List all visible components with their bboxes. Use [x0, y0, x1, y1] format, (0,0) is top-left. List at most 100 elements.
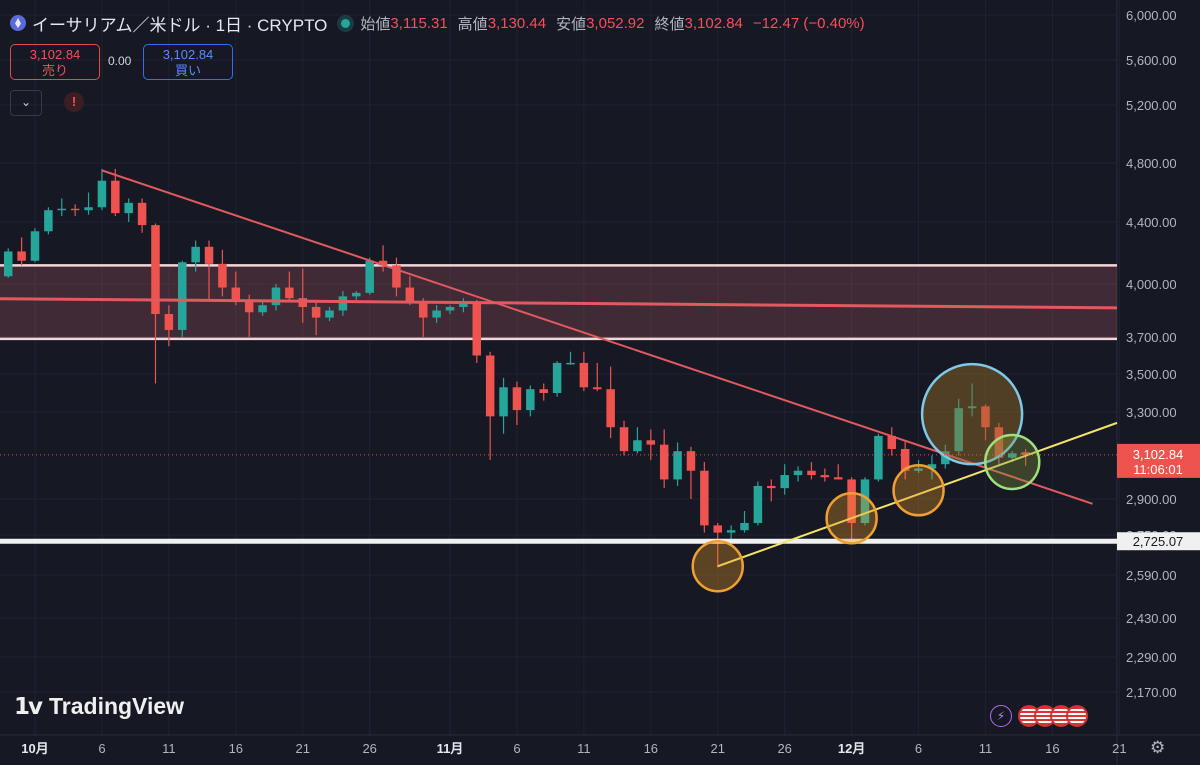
symbol-header: イーサリアム／米ドル · 1日 · CRYPTO 始値 3,115.31 高値 … [10, 8, 875, 38]
buy-price: 3,102.84 [162, 47, 214, 62]
price-tick-label: 5,200.00 [1126, 98, 1177, 113]
candle-body [860, 479, 870, 523]
symbol-title[interactable]: イーサリアム／米ドル · 1日 · CRYPTO [32, 15, 328, 35]
candle-body [3, 251, 13, 277]
candle-body [726, 530, 736, 533]
annotation-circle [892, 464, 945, 517]
low-label: 安値 [556, 15, 587, 33]
candle-body [673, 451, 682, 480]
price-tick-label: 4,000.00 [1126, 277, 1177, 292]
candle-body [780, 475, 789, 489]
candle-body [70, 208, 80, 211]
candle-body [579, 362, 589, 388]
candle-body [285, 287, 294, 299]
time-tick-label: 11月 [437, 741, 464, 756]
sell-button[interactable]: 3,102.84 売り [10, 44, 100, 80]
candle-body [914, 468, 923, 471]
close-value: 3,102.84 [684, 14, 743, 32]
candle-body [900, 448, 910, 471]
candle-body [1008, 453, 1017, 458]
high-label: 高値 [457, 15, 488, 33]
candle-body [311, 306, 321, 318]
price-tick-label: 5,600.00 [1126, 53, 1177, 68]
candle-body [740, 523, 749, 531]
price-tick-label: 6,000.00 [1126, 8, 1177, 23]
time-tick-label: 26 [777, 741, 791, 756]
downtrend-line [101, 169, 1093, 505]
candle-body [30, 231, 40, 261]
candle-body [874, 435, 883, 480]
candle-body [204, 246, 214, 264]
candle-body [218, 263, 227, 288]
warning-icon[interactable]: ! [64, 92, 84, 112]
support-price-box [1117, 532, 1200, 551]
candle-body [539, 389, 548, 393]
candle-body [820, 475, 830, 478]
time-tick-label: 6 [513, 741, 520, 756]
time-tick-label: 10月 [21, 741, 48, 756]
candle-body [231, 287, 241, 302]
candle-body [646, 440, 656, 445]
ethereum-icon [10, 15, 26, 31]
market-status-icon [341, 18, 351, 28]
candle-body [137, 202, 147, 226]
buy-label: 買い [174, 63, 201, 78]
candle-body [659, 444, 669, 480]
candle-body [981, 406, 990, 428]
price-tick-label: 4,800.00 [1126, 156, 1177, 171]
price-tick-label: 2,430.00 [1126, 611, 1177, 626]
candle-body [793, 470, 803, 476]
candle-body [44, 210, 53, 232]
candle-body [472, 301, 482, 356]
open-value: 3,115.31 [390, 14, 448, 32]
current-price-label: 3,102.84 [1133, 447, 1184, 462]
candle-body [967, 406, 977, 409]
candle-body [847, 479, 856, 523]
events-bar[interactable]: ⚡ [990, 705, 1088, 727]
candle-body [927, 464, 937, 469]
time-tick-label: 16 [229, 741, 243, 756]
candle-body [378, 260, 388, 266]
sell-price: 3,102.84 [29, 47, 81, 62]
candle-body [365, 260, 374, 293]
tradingview-logo[interactable]: 𝟭𝘃 TradingView [14, 693, 184, 720]
time-tick-label: 21 [296, 741, 310, 756]
candle-body [485, 355, 495, 417]
candle-body [713, 525, 722, 533]
buy-button[interactable]: 3,102.84 買い [143, 44, 233, 80]
candle-body [338, 296, 348, 311]
lightning-icon[interactable]: ⚡ [990, 705, 1012, 727]
us-flag-icon[interactable] [1066, 705, 1088, 727]
candle-body [151, 225, 160, 315]
band-center-line [0, 297, 1118, 310]
candle-body [700, 470, 709, 526]
candle-body [432, 310, 441, 318]
annotation-circle [825, 491, 878, 545]
bar-countdown-label: 11:06:01 [1133, 462, 1183, 477]
candle-body [392, 265, 401, 288]
time-tick-label: 16 [644, 741, 658, 756]
uptrend-line [717, 421, 1118, 568]
annotation-circle [984, 433, 1041, 491]
collapse-toggle-button[interactable]: ⌄ [10, 90, 42, 116]
time-tick-label: 21 [711, 741, 725, 756]
candle-body [753, 485, 763, 523]
price-tick-label: 3,500.00 [1126, 367, 1177, 382]
candle-body [57, 208, 67, 211]
sell-label: 売り [41, 63, 68, 78]
settings-gear-icon[interactable]: ⚙ [1150, 738, 1166, 757]
candle-body [526, 389, 535, 411]
time-tick-label: 6 [915, 741, 922, 756]
candle-body [807, 470, 816, 476]
candle-body [459, 301, 468, 307]
time-tick-label: 11 [979, 741, 993, 756]
candle-body [178, 262, 187, 330]
time-tick-label: 11 [162, 741, 176, 756]
candle-body [418, 301, 428, 318]
candle-body [499, 387, 508, 417]
annotation-circle [691, 540, 744, 593]
open-label: 始値 [360, 15, 391, 33]
price-tick-label: 2,290.00 [1126, 650, 1177, 665]
